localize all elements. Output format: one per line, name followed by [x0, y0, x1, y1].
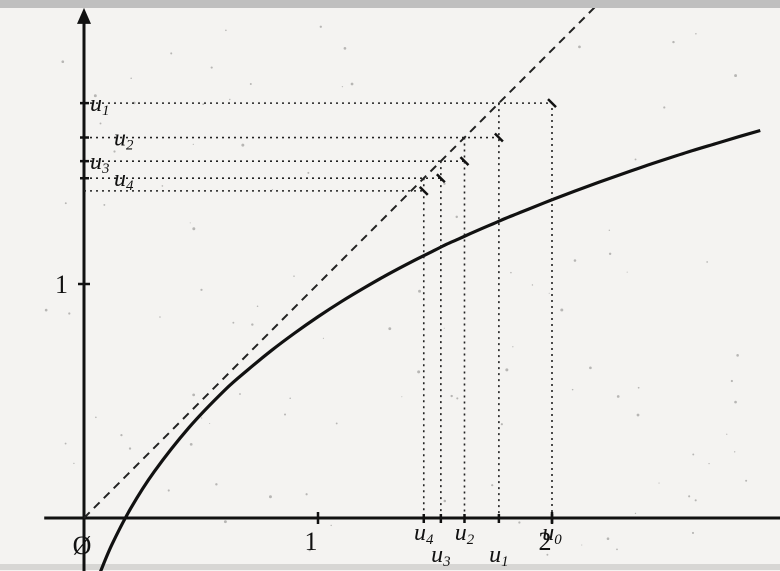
- y-label-u1: u1: [90, 91, 109, 119]
- y-label-u3: u3: [90, 149, 109, 177]
- x-label-u1: u1: [489, 542, 508, 570]
- x-label-u0: u0: [542, 520, 562, 548]
- y-label-u2: u2: [114, 126, 134, 154]
- y-tick-1: 1: [55, 270, 68, 299]
- y-axis-arrow: [77, 8, 91, 24]
- axes: [44, 8, 780, 571]
- cobweb-chart: 121Øu4u3u2u1u0u1u2u3u4: [0, 0, 780, 571]
- origin-label: Ø: [73, 531, 92, 560]
- x-label-u3: u3: [431, 542, 450, 570]
- header-bar: [0, 0, 780, 8]
- curve-f: [100, 130, 760, 571]
- cobweb-guides: [84, 99, 556, 518]
- diagonal-y-equals-x: [84, 0, 681, 518]
- x-label-u2: u2: [455, 520, 475, 548]
- x-tick-1: 1: [305, 527, 318, 556]
- y-label-u4: u4: [114, 166, 134, 194]
